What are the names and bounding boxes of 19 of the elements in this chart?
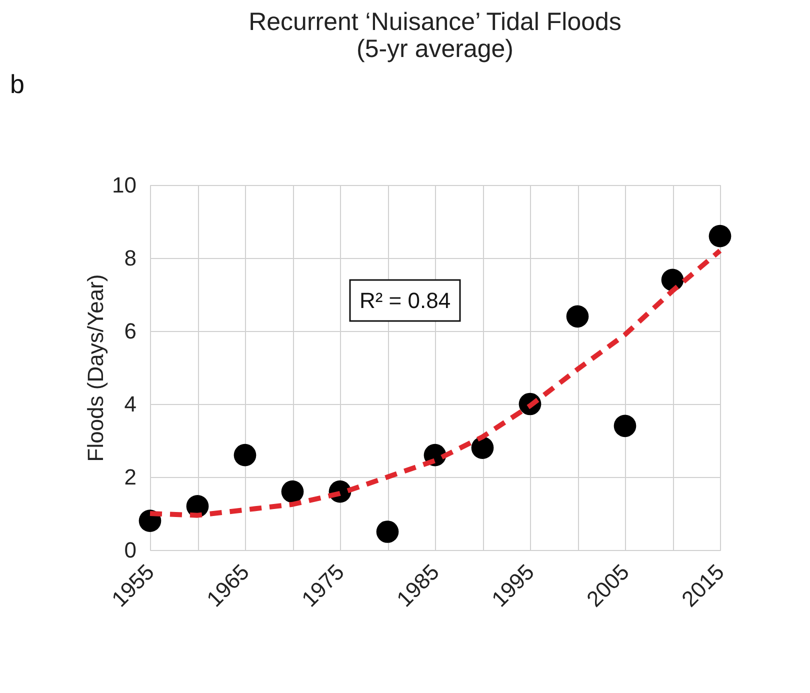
y-tick-label: 8 — [124, 246, 136, 270]
y-tick-label: 6 — [124, 318, 136, 344]
point — [566, 305, 589, 328]
point — [376, 520, 399, 543]
y-tick-label: 4 — [124, 392, 136, 416]
y-tick-label: 0 — [124, 538, 136, 562]
y-tick-label: 2 — [124, 464, 136, 490]
text: (5-yr average) — [356, 35, 514, 63]
point — [661, 268, 684, 292]
point — [708, 224, 732, 248]
annotation: R² = 0.84 — [359, 288, 451, 313]
text: Recurrent ‘Nuisance’ Tidal Floods — [248, 8, 622, 36]
point — [614, 414, 636, 438]
y-tick-label: 10 — [112, 172, 136, 198]
point — [471, 436, 494, 459]
point — [281, 480, 304, 503]
text: b — [10, 69, 24, 99]
y-axis-title: Floods (Days/Year) — [83, 274, 108, 462]
point — [234, 444, 256, 466]
